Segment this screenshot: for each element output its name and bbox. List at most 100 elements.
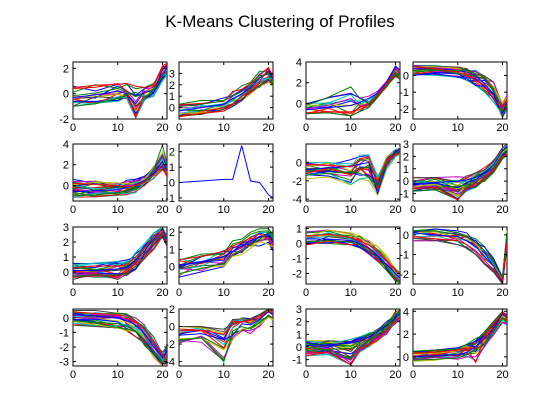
y-tick-label: 0	[63, 180, 69, 192]
y-tick-label: -4	[292, 194, 302, 206]
series-group	[306, 229, 400, 284]
x-tick-label: 10	[218, 369, 230, 381]
series-group	[413, 310, 507, 364]
y-tick-label: 0	[169, 322, 175, 334]
figure-title: K-Means Clustering of Profiles	[165, 12, 395, 31]
x-tick-label: 0	[303, 369, 309, 381]
subplot-7: 0 10 20 -4 -2 0	[292, 143, 402, 216]
subplot-11: 0 10 20 -2 -1 0 1	[292, 224, 401, 300]
series-line	[73, 314, 167, 358]
x-tick-label: 20	[262, 369, 274, 381]
series-group	[73, 144, 167, 199]
y-tick-label: 0	[169, 178, 175, 190]
profile-line	[179, 235, 273, 267]
x-tick-label: 10	[452, 204, 464, 216]
profile-line	[179, 70, 273, 105]
series-line	[306, 65, 400, 111]
profile-line	[179, 316, 273, 351]
y-tick-label: 2	[403, 329, 409, 341]
x-tick-label: 20	[156, 287, 168, 299]
y-tick-label: 0	[296, 239, 302, 251]
series-line	[306, 68, 400, 114]
y-tick-label: 0	[63, 89, 69, 101]
x-tick-label: 20	[496, 122, 508, 134]
series-line	[73, 232, 167, 277]
series-line	[179, 310, 273, 341]
profile-line	[73, 71, 167, 98]
y-tick-label: 1	[296, 329, 302, 341]
series-line	[179, 145, 273, 199]
x-tick-label: 0	[410, 287, 416, 299]
x-tick-label: 20	[262, 204, 274, 216]
series-line	[179, 73, 273, 107]
series-line	[179, 67, 273, 118]
subplot-9: 0 10 20 0 1 2 3	[63, 222, 169, 299]
series-line	[413, 312, 507, 358]
series-line	[179, 309, 273, 335]
x-tick-label: 10	[112, 369, 124, 381]
y-tick-label: 0	[403, 176, 409, 188]
y-tick-label: 0	[403, 70, 409, 82]
profile-line	[413, 310, 507, 354]
series-line	[73, 160, 167, 193]
axes-frame	[178, 143, 274, 202]
profile-line	[73, 62, 167, 89]
subplot-12: 0 10 20 -2 -1 0	[399, 226, 509, 299]
series-group	[306, 64, 400, 117]
y-tick-label: 4	[296, 57, 302, 69]
series-group	[73, 227, 167, 281]
profile-line	[179, 228, 273, 261]
subplot-14: 0 10 20 -4 -2 0 2	[165, 304, 274, 381]
series-line	[73, 70, 167, 107]
series-line	[179, 231, 273, 275]
subplot-1: 0 10 20-202	[59, 61, 169, 134]
y-tick-label: 0	[403, 230, 409, 242]
x-tick-label: 10	[112, 287, 124, 299]
series-line	[73, 311, 167, 362]
x-tick-label: 10	[452, 122, 464, 134]
x-tick-label: 20	[389, 369, 401, 381]
x-tick-label: 20	[156, 122, 168, 134]
y-tick-label: 1	[403, 164, 409, 176]
series-group	[306, 309, 400, 366]
series-group	[73, 62, 167, 119]
x-tick-label: 10	[218, 204, 230, 216]
series-line	[306, 238, 400, 279]
y-tick-label: 0	[63, 313, 69, 325]
y-tick-label: 2	[403, 151, 409, 163]
series-line	[413, 236, 507, 282]
y-tick-label: 4	[63, 139, 69, 151]
x-tick-label: 20	[496, 369, 508, 381]
profile-line	[73, 169, 167, 198]
subplot-3: 0 10 20 0 2 4	[296, 57, 402, 134]
series-line	[413, 230, 507, 280]
y-tick-label: 3	[296, 304, 302, 316]
profile-line	[179, 309, 273, 333]
y-tick-label: -1	[165, 193, 175, 205]
profile-line	[306, 316, 400, 359]
x-tick-label: 10	[218, 287, 230, 299]
x-tick-label: 20	[262, 287, 274, 299]
y-tick-label: 2	[296, 78, 302, 90]
profile-line	[413, 144, 507, 183]
x-tick-label: 10	[112, 122, 124, 134]
x-tick-label: 20	[156, 204, 168, 216]
subplot-13: 0 10 20 -3 -2 -1 0	[59, 308, 169, 381]
y-tick-label: 0	[63, 267, 69, 279]
y-tick-label: -2	[292, 269, 302, 281]
x-tick-label: 0	[70, 122, 76, 134]
x-tick-label: 0	[176, 122, 182, 134]
x-tick-label: 0	[70, 369, 76, 381]
y-tick-label: 2	[63, 160, 69, 172]
y-tick-label: 1	[296, 224, 302, 236]
series-group	[179, 309, 273, 363]
series-line	[413, 69, 507, 117]
y-tick-label: -1	[292, 254, 302, 266]
profile-line	[306, 232, 400, 277]
x-tick-label: 20	[389, 287, 401, 299]
series-group	[179, 66, 273, 118]
